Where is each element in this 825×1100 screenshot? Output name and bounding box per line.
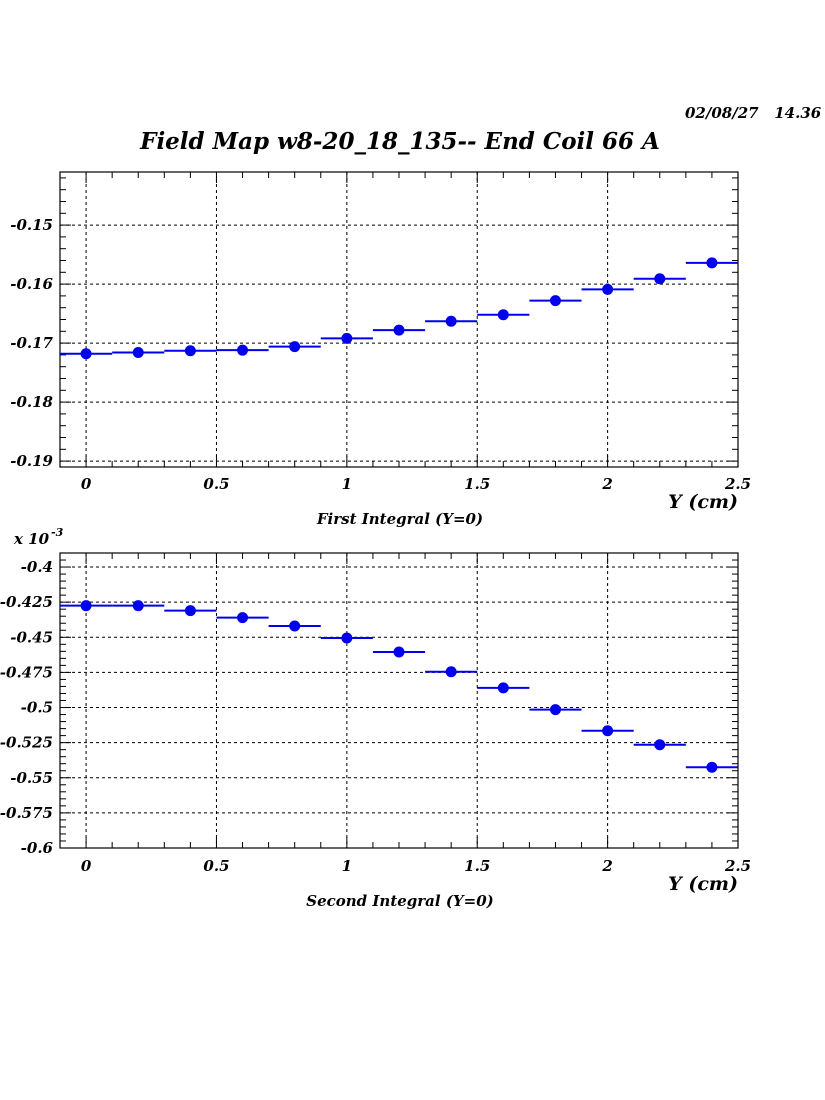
chart-caption: Second Integral (Y=0) xyxy=(306,892,493,910)
y-tick-label: -0.4 xyxy=(21,558,53,576)
data-point xyxy=(706,257,718,269)
data-point xyxy=(289,620,301,632)
x-tick-label: 0.5 xyxy=(203,857,229,875)
x-tick-label: 2 xyxy=(601,857,612,875)
data-point xyxy=(237,612,249,624)
data-point xyxy=(549,295,561,307)
data-point xyxy=(602,283,614,295)
data-point xyxy=(237,344,249,356)
plot-frame xyxy=(59,552,739,849)
chart-caption: First Integral (Y=0) xyxy=(316,510,483,528)
y-tick-label: -0.425 xyxy=(0,593,53,611)
data-point xyxy=(445,315,457,327)
x-tick-label: 0 xyxy=(81,857,92,875)
y-tick-label: -0.475 xyxy=(0,663,53,681)
x-tick-label: 1 xyxy=(342,857,352,875)
data-point xyxy=(80,600,92,612)
data-point xyxy=(132,600,144,612)
data-point xyxy=(654,739,666,751)
plot-frame xyxy=(59,171,739,468)
data-point xyxy=(184,345,196,357)
y-tick-label: -0.6 xyxy=(21,839,54,857)
x-tick-label: 1 xyxy=(342,475,352,493)
data-point xyxy=(654,273,666,285)
y-tick-label: -0.525 xyxy=(0,734,53,752)
x-tick-label: 2 xyxy=(601,475,612,493)
data-point xyxy=(132,347,144,359)
y-tick-label: -0.55 xyxy=(10,769,53,787)
x-axis-title: Y (cm) xyxy=(668,491,738,513)
y-tick-label: -0.19 xyxy=(10,452,53,470)
y-tick-label: -0.15 xyxy=(10,216,53,234)
data-point xyxy=(445,666,457,678)
data-point xyxy=(184,605,196,617)
data-point xyxy=(497,309,509,321)
x-tick-label: 0.5 xyxy=(203,475,229,493)
data-point xyxy=(289,341,301,353)
x-tick-label: 2.5 xyxy=(724,475,751,493)
y-tick-label: -0.575 xyxy=(0,804,53,822)
chart-2 xyxy=(59,552,739,849)
y-tick-label: -0.45 xyxy=(10,628,53,646)
data-point xyxy=(706,761,718,773)
page-title: Field Map w8-20_18_135-- End Coil 66 A xyxy=(140,128,660,155)
data-point xyxy=(497,682,509,694)
timestamp: 02/08/27 14.36 xyxy=(685,104,822,122)
data-point xyxy=(393,324,405,336)
x-tick-label: 1.5 xyxy=(464,857,490,875)
x-axis-title: Y (cm) xyxy=(668,873,738,895)
data-point xyxy=(341,332,353,344)
data-point xyxy=(80,348,92,360)
exponent-power: -3 xyxy=(51,526,64,539)
data-point xyxy=(341,632,353,644)
exponent-label: x 10 xyxy=(13,530,50,548)
x-tick-label: 1.5 xyxy=(464,475,490,493)
y-tick-label: -0.16 xyxy=(10,275,53,293)
x-tick-label: 2.5 xyxy=(724,857,751,875)
x-tick-label: 0 xyxy=(81,475,92,493)
data-point xyxy=(602,725,614,737)
y-tick-label: -0.17 xyxy=(10,334,53,352)
y-tick-label: -0.18 xyxy=(10,393,53,411)
data-point xyxy=(393,646,405,658)
data-point xyxy=(549,704,561,716)
chart-1 xyxy=(59,171,739,468)
y-tick-label: -0.5 xyxy=(21,699,53,717)
